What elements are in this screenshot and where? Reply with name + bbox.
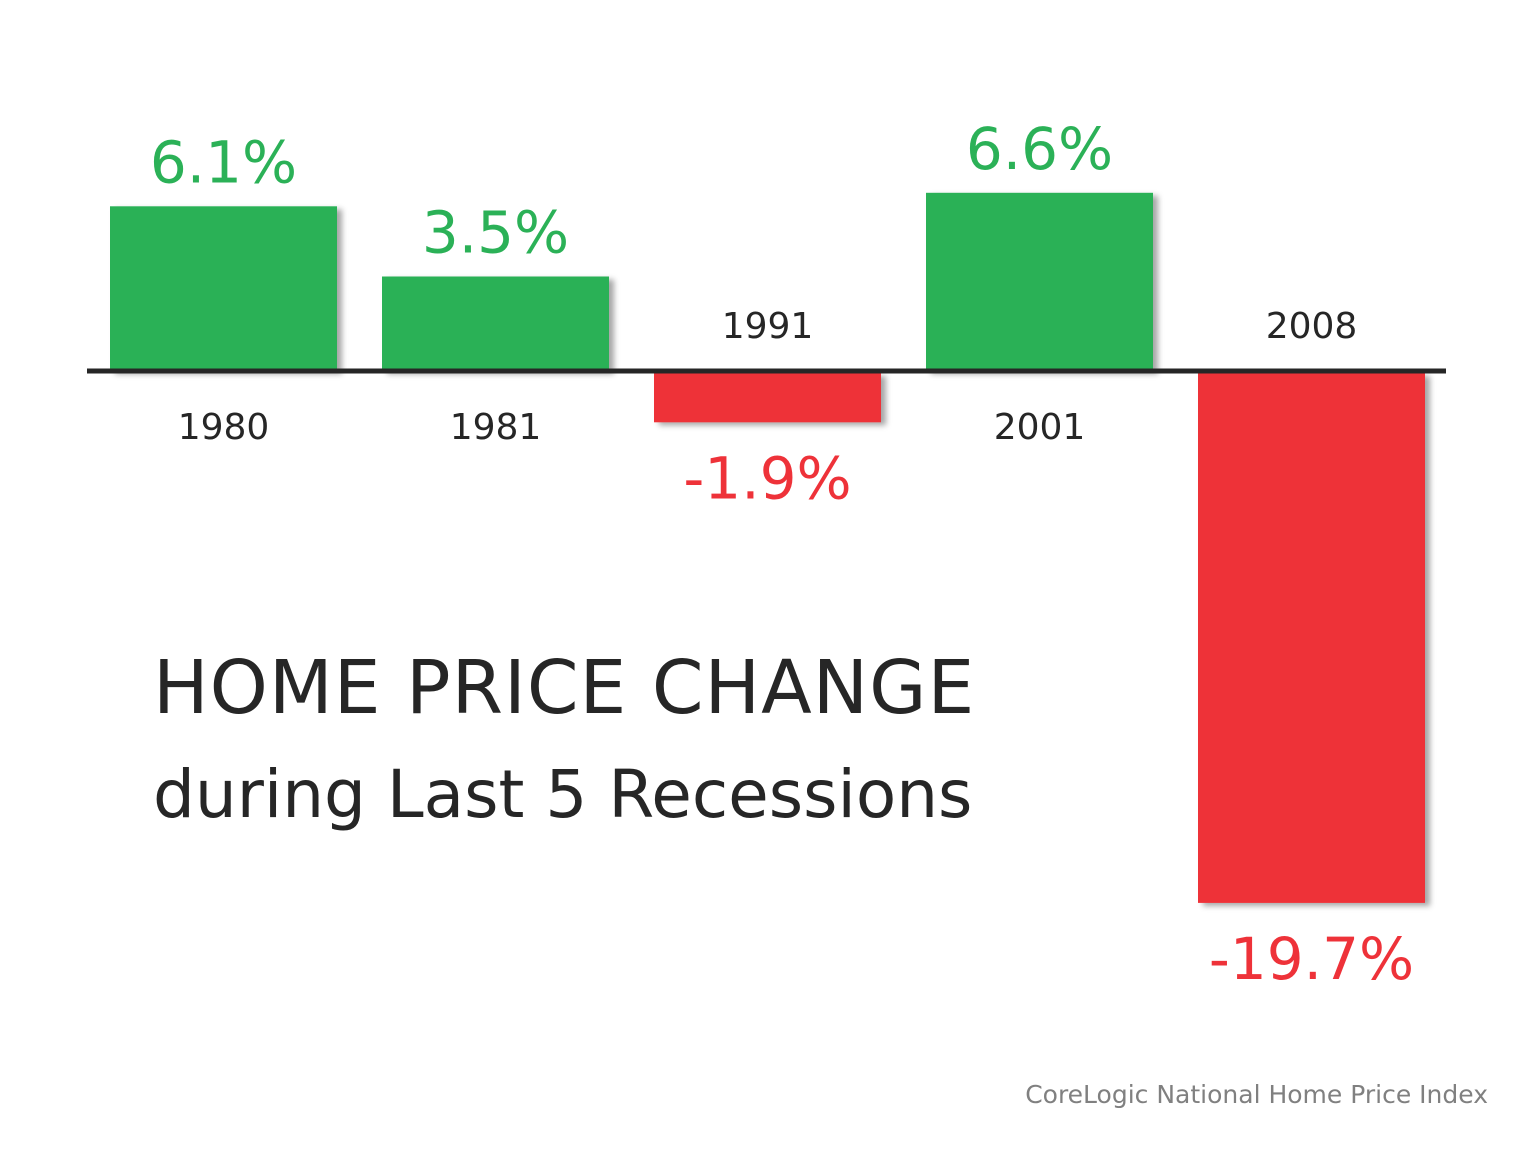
category-label-2001: 2001 bbox=[994, 407, 1086, 448]
chart-title: HOME PRICE CHANGE bbox=[153, 645, 976, 731]
bar-1991 bbox=[654, 373, 881, 423]
chart-subtitle: during Last 5 Recessions bbox=[153, 756, 973, 833]
data-label-1991: -1.9% bbox=[683, 444, 851, 512]
bar-1980 bbox=[110, 206, 337, 371]
category-label-1980: 1980 bbox=[178, 407, 270, 448]
source-note: CoreLogic National Home Price Index bbox=[1025, 1080, 1488, 1109]
data-label-2008: -19.7% bbox=[1209, 925, 1414, 993]
bar-1981 bbox=[382, 276, 609, 371]
category-label-1981: 1981 bbox=[450, 407, 542, 448]
bar-2001 bbox=[926, 192, 1153, 371]
category-label-1991: 1991 bbox=[722, 306, 814, 347]
data-label-2001: 6.6% bbox=[966, 115, 1113, 183]
bar-2008 bbox=[1198, 373, 1425, 903]
data-label-1981: 3.5% bbox=[422, 199, 569, 267]
category-label-2008: 2008 bbox=[1266, 306, 1358, 347]
data-label-1980: 6.1% bbox=[150, 128, 297, 196]
